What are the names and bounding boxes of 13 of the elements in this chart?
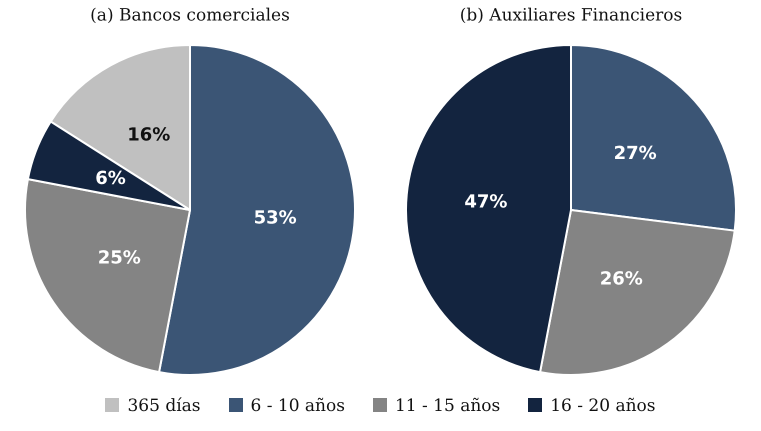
legend-label: 6 - 10 años [250,396,345,416]
legend-label: 11 - 15 años [394,396,500,416]
data-label: 6% [95,168,126,190]
legend-label: 365 días [126,396,201,416]
data-label: 27% [614,142,657,164]
data-label: 16% [127,124,170,146]
chart-title: (a) Bancos comerciales [90,6,290,26]
legend-label: 16 - 20 años [549,396,656,416]
data-label: 26% [600,268,643,290]
data-label: 53% [254,208,297,229]
data-label: 25% [98,248,141,269]
data-label: 47% [464,191,508,212]
chart-title: (b) Auxiliares Financieros [460,6,682,26]
